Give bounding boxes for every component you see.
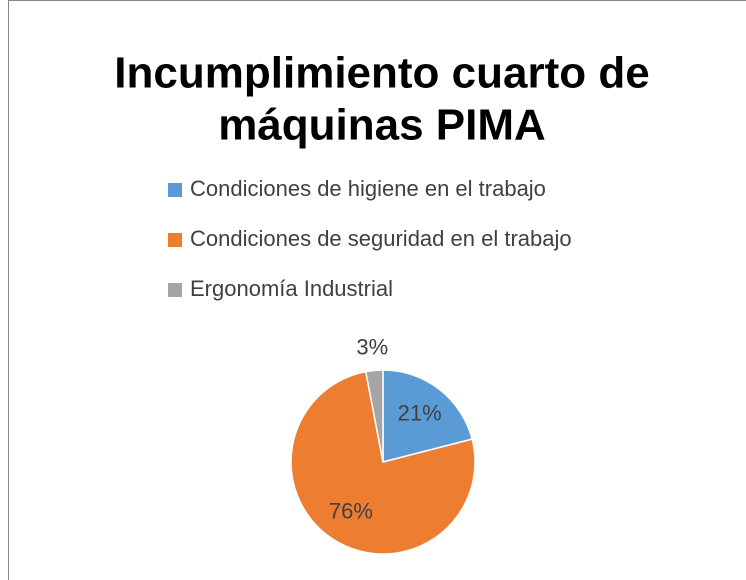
data-label: 21% — [398, 401, 442, 426]
legend-label: Condiciones de seguridad en el trabajo — [190, 226, 572, 251]
data-label: 76% — [329, 498, 373, 523]
legend-label: Condiciones de higiene en el trabajo — [190, 176, 546, 201]
legend-swatch — [168, 283, 182, 297]
legend-swatch — [168, 183, 182, 197]
pie-slice — [290, 370, 476, 555]
legend-label: Ergonomía Industrial — [190, 276, 393, 301]
chart-title: Incumplimiento cuarto de — [114, 49, 649, 98]
data-label: 3% — [356, 334, 388, 359]
pie-slice — [382, 369, 474, 463]
chart-title: máquinas PIMA — [218, 101, 546, 150]
legend-swatch — [168, 233, 182, 247]
pie-slice — [364, 369, 384, 463]
